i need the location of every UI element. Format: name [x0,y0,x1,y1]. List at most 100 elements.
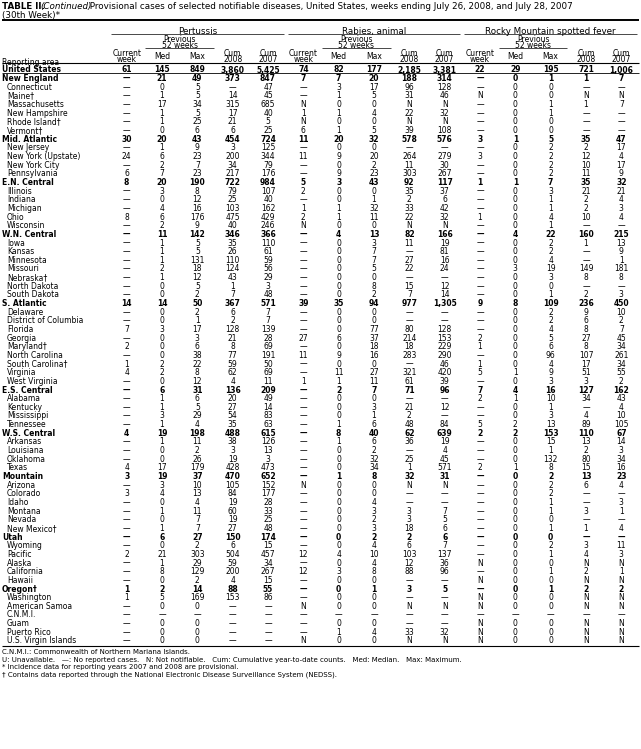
Text: Kansas: Kansas [7,247,34,256]
Text: Nebraska†: Nebraska† [7,273,47,282]
Text: 7: 7 [265,316,271,325]
Text: —: — [299,628,307,637]
Text: 652: 652 [260,472,276,481]
Text: 1: 1 [301,377,306,386]
Text: 0: 0 [337,291,341,300]
Text: 3: 3 [230,446,235,455]
Text: Previous: Previous [517,35,549,44]
Text: 4: 4 [548,213,553,222]
Text: Mississippi: Mississippi [7,411,48,420]
Text: 0: 0 [337,411,341,420]
Text: 14: 14 [228,91,237,100]
Text: N: N [619,619,624,628]
Text: New Mexico†: New Mexico† [7,524,56,533]
Text: Med: Med [331,52,347,61]
Text: 9: 9 [195,143,200,152]
Text: 36: 36 [440,559,449,568]
Text: 9: 9 [195,221,200,230]
Text: Mid. Atlantic: Mid. Atlantic [2,135,57,144]
Text: 0: 0 [337,308,341,317]
Text: 0: 0 [372,601,376,610]
Text: 13: 13 [617,238,626,247]
Text: 28: 28 [263,498,273,507]
Text: 82: 82 [333,65,344,74]
Text: 8: 8 [548,464,553,473]
Text: —: — [406,247,413,256]
Text: 7: 7 [372,247,376,256]
Text: U.S. Virgin Islands: U.S. Virgin Islands [7,637,76,646]
Text: —: — [335,610,342,619]
Text: 6: 6 [337,333,341,342]
Text: 344: 344 [261,152,276,161]
Text: 1: 1 [548,74,553,83]
Text: —: — [264,610,272,619]
Text: 7: 7 [619,100,624,109]
Text: 7: 7 [124,325,129,334]
Text: 55: 55 [263,584,273,593]
Text: 32: 32 [404,472,415,481]
Text: 6: 6 [124,169,129,178]
Text: —: — [476,256,484,265]
Text: 17: 17 [617,160,626,170]
Text: 30: 30 [440,160,449,170]
Text: 6: 6 [548,342,553,351]
Text: 77: 77 [369,325,379,334]
Text: 1: 1 [513,135,518,144]
Text: —: — [476,169,484,178]
Text: 0: 0 [337,637,341,646]
Text: —: — [299,411,307,420]
Text: 61: 61 [121,65,132,74]
Text: 25: 25 [404,455,414,464]
Text: 0: 0 [513,333,518,342]
Text: 22: 22 [192,360,202,369]
Text: 470: 470 [225,472,240,481]
Text: 9: 9 [619,247,624,256]
Text: —: — [476,316,484,325]
Text: 420: 420 [437,369,452,377]
Text: 977: 977 [401,299,417,308]
Text: 2: 2 [548,143,553,152]
Text: 12: 12 [440,403,449,412]
Text: 0: 0 [548,83,553,92]
Text: N: N [619,559,624,568]
Text: 1: 1 [548,498,553,507]
Text: 32: 32 [440,109,449,118]
Text: 0: 0 [337,221,341,230]
Text: 2: 2 [548,247,553,256]
Text: 50: 50 [192,299,203,308]
Text: N: N [442,601,447,610]
Text: 0: 0 [548,576,553,585]
Text: 43: 43 [369,178,379,187]
Text: 13: 13 [192,489,202,498]
Text: 23: 23 [192,169,202,178]
Text: 13: 13 [546,420,556,429]
Text: —: — [123,143,131,152]
Text: 74: 74 [298,65,309,74]
Text: N: N [583,593,589,602]
Text: —: — [123,238,131,247]
Text: 3: 3 [160,187,165,195]
Text: week: week [470,55,490,64]
Text: —: — [476,533,484,542]
Text: —: — [476,109,484,118]
Text: 80: 80 [404,325,414,334]
Text: 0: 0 [513,437,518,446]
Text: 35: 35 [333,299,344,308]
Text: 142: 142 [190,230,205,239]
Text: —: — [299,360,307,369]
Text: 86: 86 [263,593,273,602]
Text: 109: 109 [543,299,558,308]
Text: 0: 0 [513,498,518,507]
Text: —: — [123,221,131,230]
Text: —: — [229,628,237,637]
Text: W.N. Central: W.N. Central [2,230,56,239]
Text: —: — [123,628,131,637]
Text: 21: 21 [228,333,237,342]
Text: 6: 6 [160,213,165,222]
Text: 0: 0 [513,524,518,533]
Text: 2: 2 [301,213,306,222]
Text: 28: 28 [263,333,273,342]
Text: 0: 0 [548,601,553,610]
Text: Nevada: Nevada [7,515,37,524]
Text: 0: 0 [337,464,341,473]
